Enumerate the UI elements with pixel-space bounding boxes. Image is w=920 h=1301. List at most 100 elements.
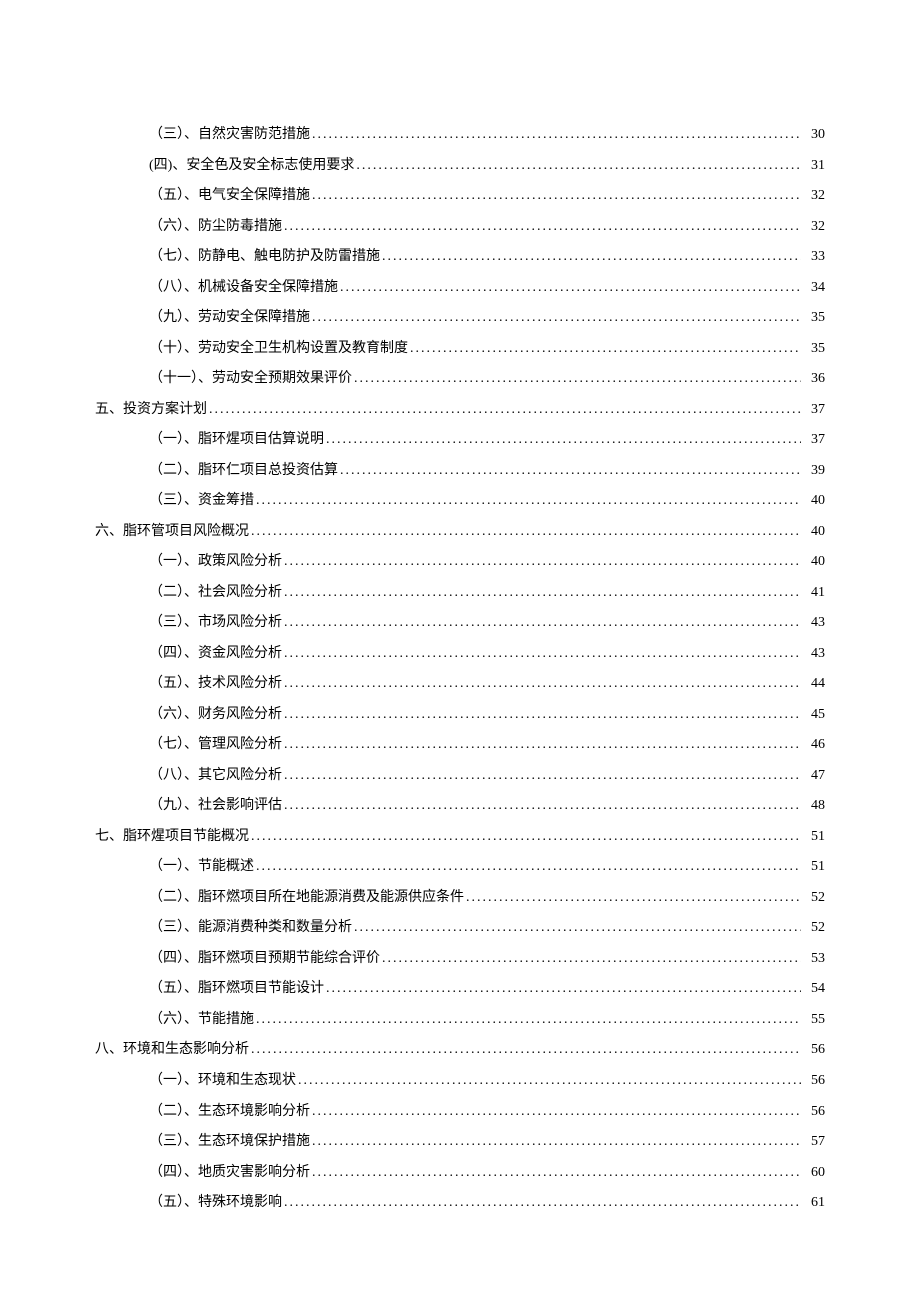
toc-entry-label: （四）、资金风险分析 [149, 639, 282, 670]
toc-entry-label: （二）、社会风险分析 [149, 578, 282, 609]
toc-entry-page: 61 [803, 1188, 825, 1219]
toc-entry-page: 37 [803, 395, 825, 426]
toc-entry: （五）、电气安全保障措施32 [95, 181, 825, 212]
toc-entry: 八、环境和生态影响分析56 [95, 1035, 825, 1066]
toc-entry: （三）、自然灾害防范措施 30 [95, 120, 825, 151]
toc-entry-label: （六）、防尘防毒措施 [149, 212, 282, 243]
toc-leader-dots [312, 1158, 801, 1189]
toc-entry-label: 五、投资方案计划 [95, 395, 207, 426]
toc-entry-page: 34 [803, 273, 825, 304]
toc-leader-dots [284, 761, 801, 792]
toc-entry-label: （三）、能源消费种类和数量分析 [149, 913, 352, 944]
toc-leader-dots [312, 120, 801, 151]
toc-entry: （一）、政策风险分析40 [95, 547, 825, 578]
toc-leader-dots [251, 517, 801, 548]
toc-entry: （五）、特殊环境影响61 [95, 1188, 825, 1219]
toc-entry-label: 八、环境和生态影响分析 [95, 1035, 249, 1066]
toc-leader-dots [256, 1005, 801, 1036]
toc-entry-label: （三）、自然灾害防范措施 [149, 120, 310, 151]
toc-leader-dots [284, 547, 801, 578]
toc-entry-label: （一）、脂环煋项目估算说明 [149, 425, 324, 456]
toc-entry: （三）、能源消费种类和数量分析52 [95, 913, 825, 944]
toc-entry: （八）、机械设备安全保障措施34 [95, 273, 825, 304]
toc-entry: (四)、安全色及安全标志使用要求31 [95, 151, 825, 182]
toc-entry-label: （六）、财务风险分析 [149, 700, 282, 731]
toc-entry: （四）、地质灾害影响分析60 [95, 1158, 825, 1189]
toc-entry-page: 40 [803, 517, 825, 548]
toc-entry-label: （一）、节能概述 [149, 852, 254, 883]
toc-entry-page: 55 [803, 1005, 825, 1036]
toc-entry: （二）、生态环境影响分析 56 [95, 1097, 825, 1128]
toc-leader-dots [340, 456, 801, 487]
toc-entry: （十）、劳动安全卫生机构设置及教育制度 35 [95, 334, 825, 365]
toc-leader-dots [312, 1127, 801, 1158]
toc-entry-label: （三）、市场风险分析 [149, 608, 282, 639]
toc-entry-label: 六、脂环管项目风险概况 [95, 517, 249, 548]
toc-entry: （六）、防尘防毒措施32 [95, 212, 825, 243]
toc-entry: 六、脂环管项目风险概况 40 [95, 517, 825, 548]
toc-entry-label: （一）、环境和生态现状 [149, 1066, 296, 1097]
toc-leader-dots [340, 273, 801, 304]
toc-entry-label: （三）、生态环境保护措施 [149, 1127, 310, 1158]
toc-entry-page: 41 [803, 578, 825, 609]
toc-entry: （十一）、劳动安全预期效果评价 36 [95, 364, 825, 395]
toc-entry-page: 35 [803, 303, 825, 334]
toc-entry-label: （九）、社会影响评估 [149, 791, 282, 822]
toc-entry-label: （三）、资金筹措 [149, 486, 254, 517]
toc-entry: （一）、环境和生态现状56 [95, 1066, 825, 1097]
toc-entry-page: 32 [803, 181, 825, 212]
toc-entry-page: 52 [803, 883, 825, 914]
toc-entry: （九）、社会影响评估 48 [95, 791, 825, 822]
toc-entry-page: 40 [803, 547, 825, 578]
toc-leader-dots [326, 974, 801, 1005]
toc-entry: （三）、生态环境保护措施 57 [95, 1127, 825, 1158]
toc-entry-page: 30 [803, 120, 825, 151]
toc-entry-label: （五）、技术风险分析 [149, 669, 282, 700]
toc-entry: （二）、社会风险分析 41 [95, 578, 825, 609]
toc-entry: （七）、管理风险分析46 [95, 730, 825, 761]
toc-entry-label: （九）、劳动安全保障措施 [149, 303, 310, 334]
toc-leader-dots [256, 486, 801, 517]
toc-entry-page: 54 [803, 974, 825, 1005]
toc-leader-dots [312, 1097, 801, 1128]
toc-entry-page: 44 [803, 669, 825, 700]
toc-entry: 七、脂环煋项目节能概况51 [95, 822, 825, 853]
toc-leader-dots [251, 1035, 801, 1066]
toc-leader-dots [256, 852, 801, 883]
toc-entry: （五）、脂环燃项目节能设计54 [95, 974, 825, 1005]
toc-entry-label: （四）、脂环燃项目预期节能综合评价 [149, 944, 380, 975]
toc-entry-page: 46 [803, 730, 825, 761]
toc-entry-page: 48 [803, 791, 825, 822]
toc-leader-dots [410, 334, 801, 365]
toc-entry-page: 57 [803, 1127, 825, 1158]
toc-entry-label: (四)、安全色及安全标志使用要求 [149, 151, 354, 182]
toc-entry: （三）、资金筹措40 [95, 486, 825, 517]
toc-entry-page: 51 [803, 852, 825, 883]
toc-leader-dots [356, 151, 801, 182]
toc-leader-dots [284, 639, 801, 670]
toc-entry-page: 45 [803, 700, 825, 731]
table-of-contents: （三）、自然灾害防范措施 30(四)、安全色及安全标志使用要求31（五）、电气安全… [95, 120, 825, 1219]
toc-entry: （六）、节能措施55 [95, 1005, 825, 1036]
toc-entry: （四）、脂环燃项目预期节能综合评价53 [95, 944, 825, 975]
toc-leader-dots [209, 395, 801, 426]
toc-entry: （七）、防静电、触电防护及防雷措施33 [95, 242, 825, 273]
toc-entry-page: 43 [803, 639, 825, 670]
toc-entry: （一）、脂环煋项目估算说明37 [95, 425, 825, 456]
toc-entry-page: 35 [803, 334, 825, 365]
toc-entry-label: （二）、脂环燃项目所在地能源消费及能源供应条件 [149, 883, 464, 914]
toc-leader-dots [382, 944, 801, 975]
toc-entry: （九）、劳动安全保障措施 35 [95, 303, 825, 334]
toc-entry-label: （十）、劳动安全卫生机构设置及教育制度 [149, 334, 408, 365]
toc-entry-page: 33 [803, 242, 825, 273]
toc-entry-label: （十一）、劳动安全预期效果评价 [149, 364, 352, 395]
toc-entry-page: 56 [803, 1097, 825, 1128]
toc-leader-dots [284, 730, 801, 761]
toc-leader-dots [284, 791, 801, 822]
toc-leader-dots [251, 822, 801, 853]
toc-entry-page: 36 [803, 364, 825, 395]
toc-entry-label: （二）、生态环境影响分析 [149, 1097, 310, 1128]
toc-leader-dots [284, 212, 801, 243]
toc-entry: （五）、技术风险分析 44 [95, 669, 825, 700]
toc-leader-dots [284, 608, 801, 639]
